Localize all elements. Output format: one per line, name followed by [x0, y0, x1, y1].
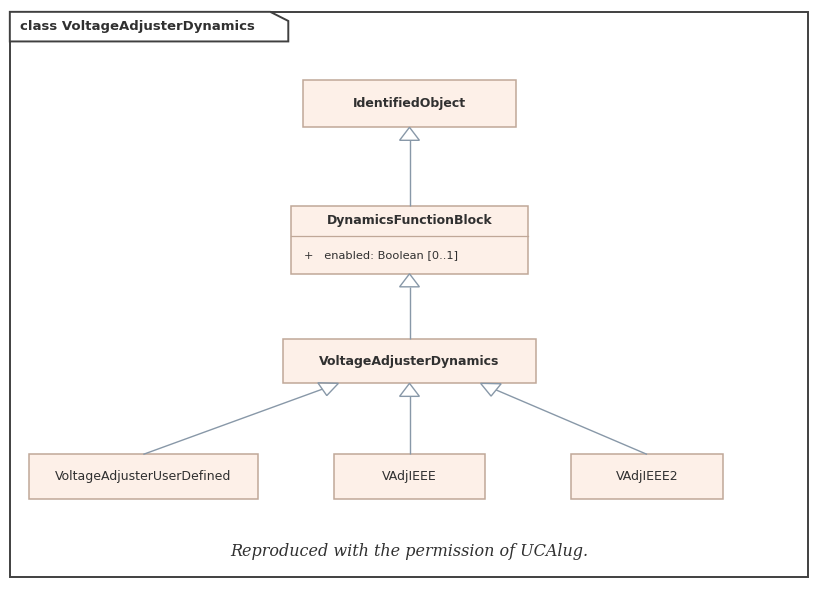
Bar — [291, 206, 528, 274]
Bar — [333, 455, 485, 498]
PathPatch shape — [10, 12, 288, 41]
Text: DynamicsFunctionBlock: DynamicsFunctionBlock — [327, 214, 492, 227]
Text: VoltageAdjusterUserDefined: VoltageAdjusterUserDefined — [55, 470, 232, 483]
Text: VAdjIEEE: VAdjIEEE — [382, 470, 437, 483]
Text: VAdjIEEE2: VAdjIEEE2 — [616, 470, 678, 483]
Text: +   enabled: Boolean [0..1]: + enabled: Boolean [0..1] — [304, 250, 458, 260]
Bar — [572, 455, 723, 498]
Bar — [29, 455, 258, 498]
Text: Reproduced with the permission of UCAlug.: Reproduced with the permission of UCAlug… — [230, 543, 589, 560]
Text: IdentifiedObject: IdentifiedObject — [353, 97, 466, 110]
Text: VoltageAdjusterDynamics: VoltageAdjusterDynamics — [319, 355, 500, 368]
Bar — [303, 80, 516, 127]
Text: class VoltageAdjusterDynamics: class VoltageAdjusterDynamics — [20, 20, 255, 33]
Bar — [283, 339, 536, 384]
